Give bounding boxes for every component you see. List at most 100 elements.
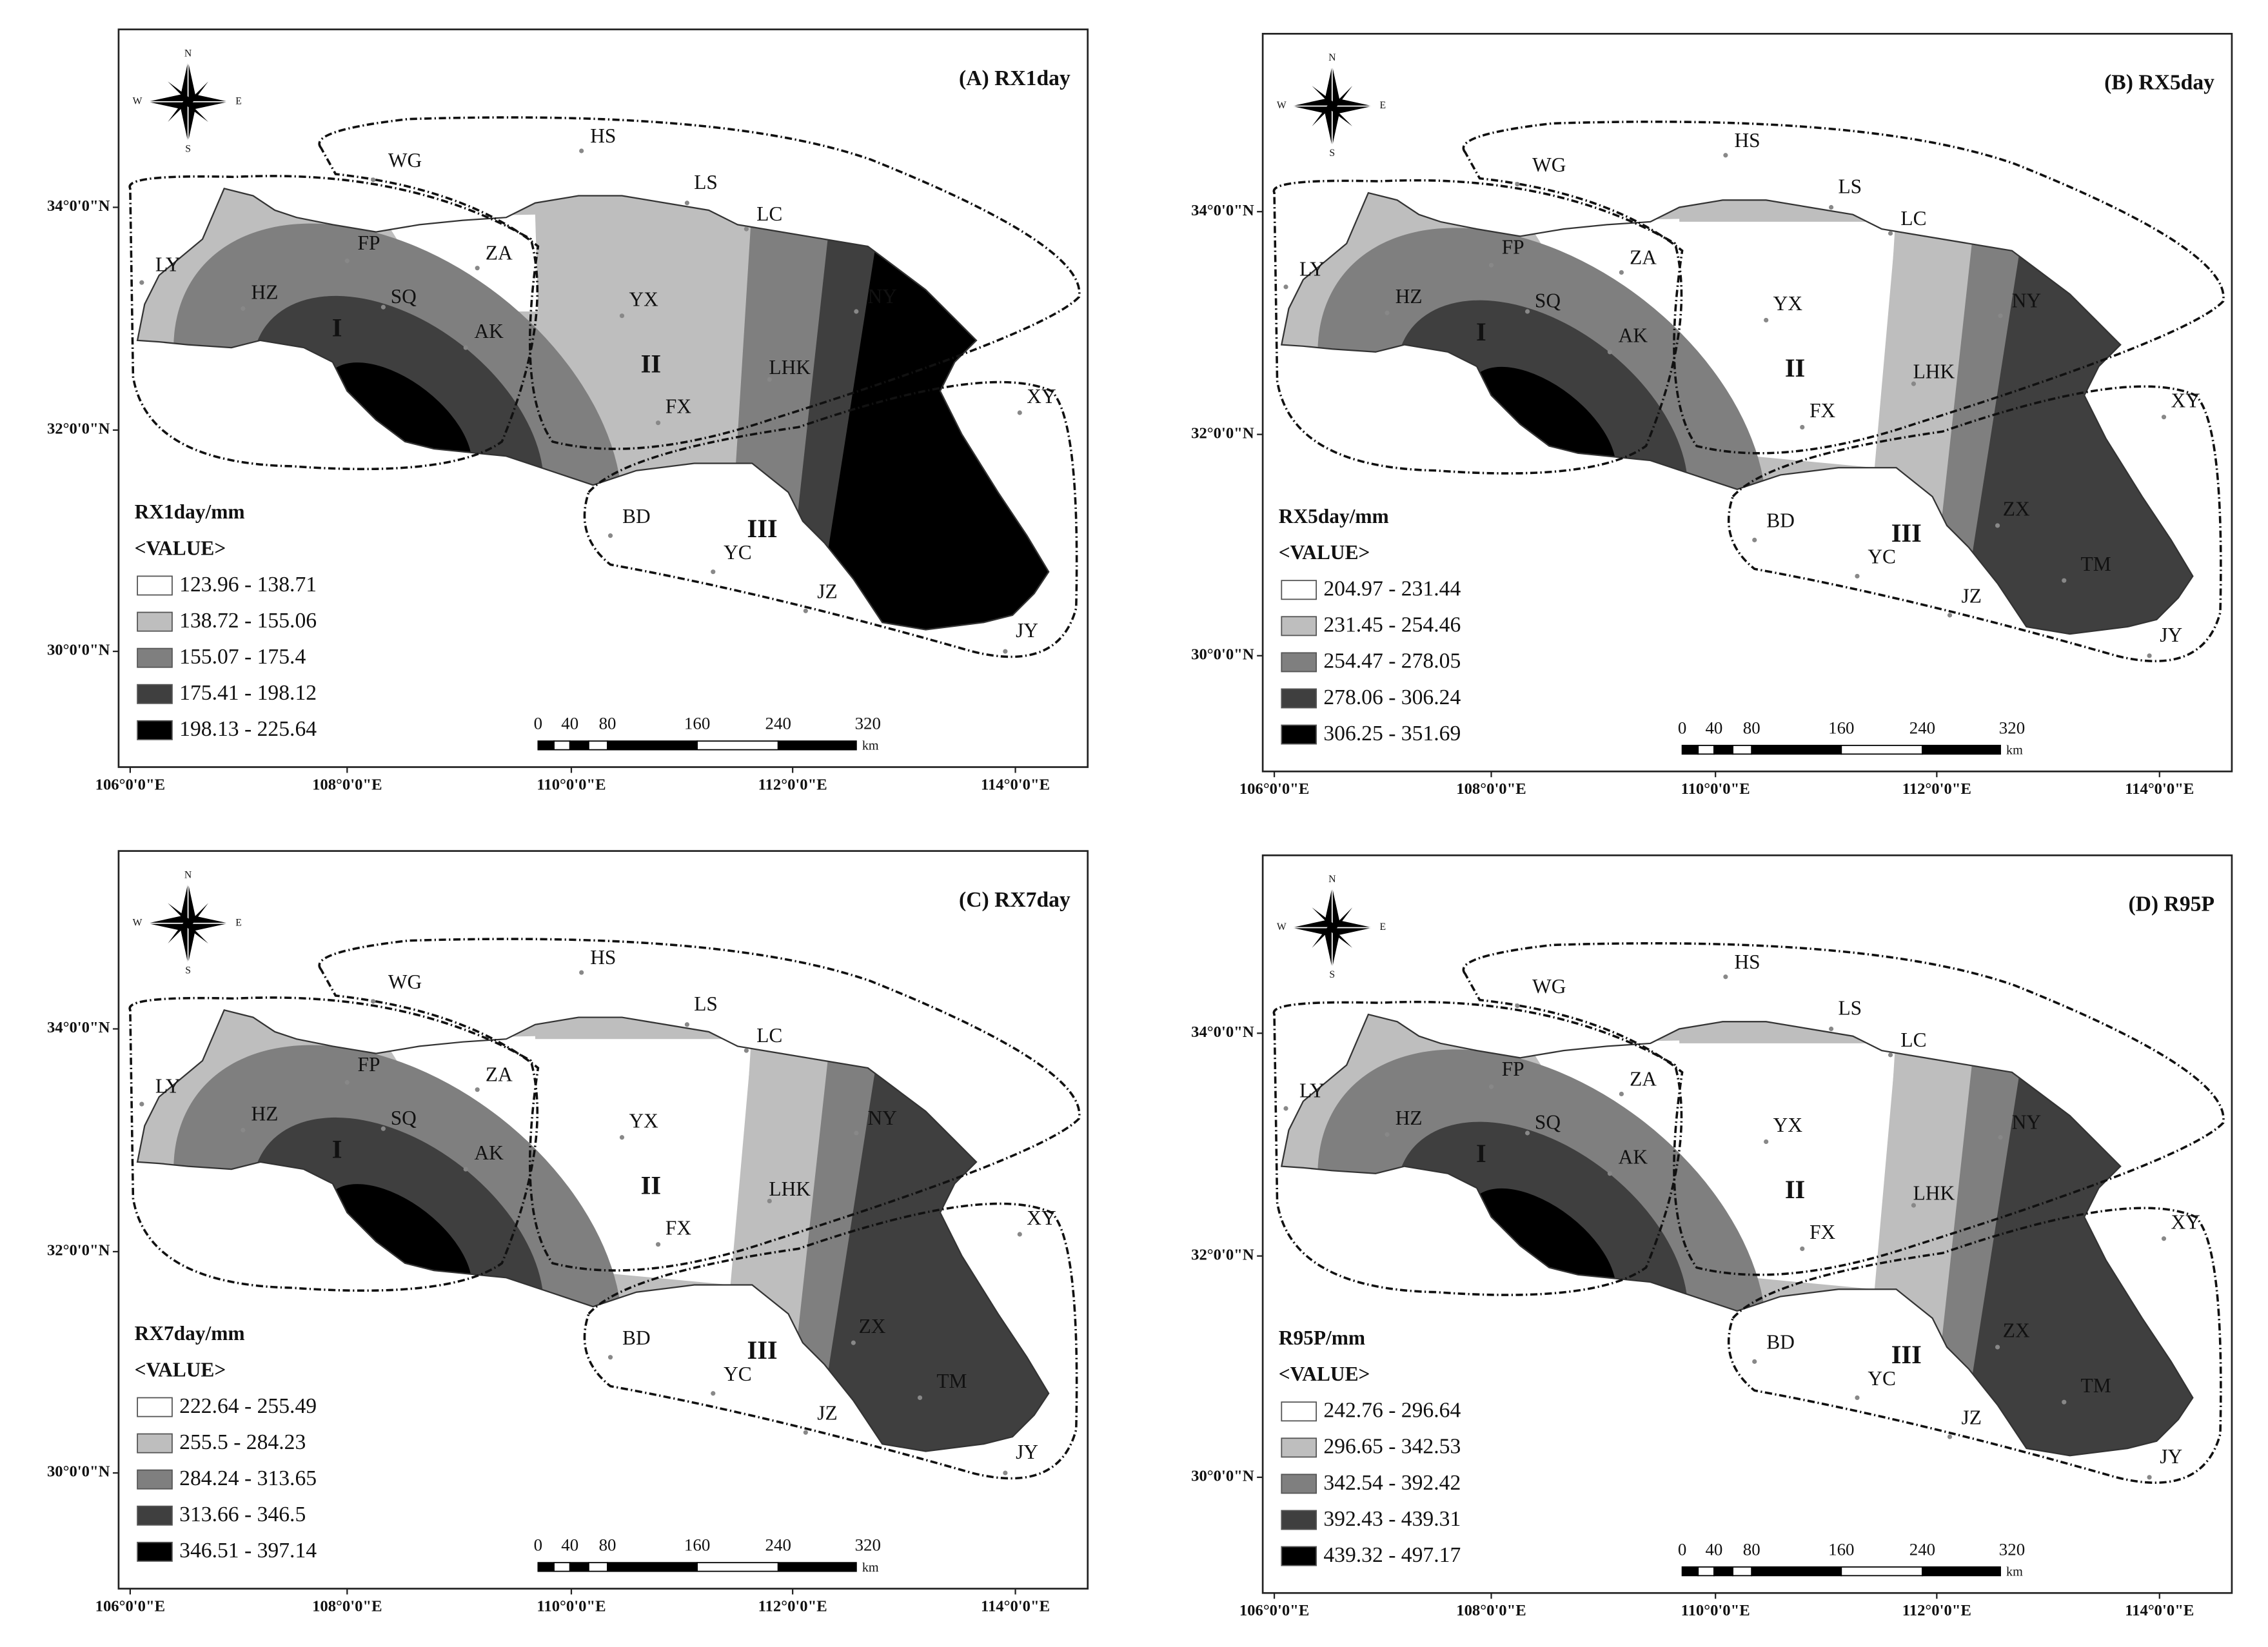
- station-label: YC: [724, 541, 752, 564]
- scale-bar: [587, 1562, 608, 1572]
- scale-bar: [1713, 744, 1733, 755]
- station-label: JZ: [817, 580, 837, 603]
- station-dot: [1017, 410, 1022, 415]
- station-label: LY: [155, 1075, 181, 1098]
- station-label: SQ: [1535, 1111, 1561, 1134]
- zone: [477, 217, 753, 464]
- station-dot: [380, 304, 386, 310]
- station-label: FX: [1809, 399, 1835, 422]
- scale-label: 0: [534, 1535, 542, 1555]
- station-label: ZX: [2003, 1319, 2030, 1342]
- station-dot: [371, 177, 376, 182]
- station-dot: [803, 608, 808, 613]
- station-dot: [344, 1080, 350, 1085]
- region-label: III: [747, 1336, 777, 1365]
- map-panel: WG HS LS LC LY FP ZA HZ SQ AK YX NY FX LHK XY BD YC JZ JY Z…: [1191, 32, 2233, 798]
- legend-subtitle: <VALUE>: [135, 1358, 226, 1381]
- panel-title: (B) RX5day: [2104, 71, 2214, 95]
- scale-bar: [1697, 744, 1715, 755]
- legend-label: 392.43 - 439.31: [1323, 1507, 1461, 1531]
- station-label: LHK: [769, 356, 811, 379]
- lat-label: 32°0'0"N: [47, 420, 110, 438]
- station-label: WG: [388, 971, 422, 993]
- region-outline: [583, 380, 1078, 658]
- station-label: LHK: [1913, 1182, 1955, 1205]
- station-label: HS: [590, 946, 616, 969]
- lon-label: 108°0'0"E: [1456, 780, 1526, 798]
- scale-unit: km: [862, 1561, 879, 1575]
- scale-bar: [777, 740, 857, 751]
- lon-label: 110°0'0"E: [537, 776, 606, 793]
- legend-swatch: [1281, 688, 1317, 709]
- legend-label: 296.65 - 342.53: [1323, 1435, 1461, 1459]
- compass-label: S: [185, 965, 191, 976]
- station-dot: [1283, 284, 1288, 290]
- station-dot: [241, 306, 246, 311]
- lon-label: 108°0'0"E: [312, 776, 382, 793]
- lat-label: 32°0'0"N: [1191, 1246, 1254, 1263]
- compass-rose: [1312, 86, 1353, 126]
- region-outline: [1727, 1207, 2222, 1484]
- station-dot: [2147, 653, 2152, 658]
- station-label: FP: [358, 232, 380, 254]
- region-label: I: [332, 313, 342, 342]
- station-label: YX: [1773, 1114, 1803, 1136]
- legend-label: 175.41 - 198.12: [179, 681, 317, 705]
- lon-label: 112°0'0"E: [1902, 780, 1971, 798]
- station-dot: [1998, 313, 2003, 319]
- legend-label: 284.24 - 313.65: [179, 1466, 317, 1490]
- legend-label: 278.06 - 306.24: [1323, 685, 1461, 709]
- station-dot: [1947, 613, 1953, 618]
- scale-label: 80: [599, 1535, 616, 1555]
- station-label: LY: [155, 253, 181, 276]
- station-dot: [854, 309, 859, 314]
- station-dot: [744, 1048, 749, 1053]
- station-dot: [1385, 1132, 1390, 1137]
- panel-title: (A) RX1day: [959, 66, 1070, 90]
- station-label: LHK: [1913, 360, 1955, 383]
- compass-label: S: [1329, 148, 1335, 159]
- station-dot: [1888, 231, 1893, 236]
- legend-swatch: [1281, 724, 1317, 745]
- station-dot: [1998, 1135, 2003, 1140]
- basin-outline: [136, 188, 1050, 631]
- station-label: LY: [1299, 1079, 1325, 1101]
- station-dot: [475, 1087, 480, 1092]
- lon-label: 114°0'0"E: [981, 776, 1050, 793]
- station-dot: [1911, 381, 1917, 386]
- scale-bar: [1922, 1566, 2001, 1577]
- region-label: II: [1785, 353, 1805, 382]
- compass-rose: [1290, 64, 1373, 147]
- scale-label: 320: [855, 1535, 881, 1555]
- station-dot: [851, 1340, 856, 1345]
- legend-swatch: [1281, 1546, 1317, 1566]
- lat-label: 34°0'0"N: [1191, 1023, 1254, 1041]
- station-dot: [1764, 317, 1769, 323]
- scale-bar: [1732, 744, 1753, 755]
- station-label: HZ: [251, 281, 279, 303]
- station-dot: [684, 1022, 690, 1027]
- compass-label: N: [1328, 52, 1336, 63]
- region-outline: [1462, 121, 2225, 455]
- scale-unit: km: [2006, 743, 2023, 757]
- lat-label: 30°0'0"N: [47, 1463, 110, 1481]
- lon-label: 106°0'0"E: [1239, 780, 1310, 798]
- compass-rose: [168, 81, 208, 123]
- legend-title: RX7day/mm: [135, 1322, 245, 1345]
- lat-label: 34°0'0"N: [47, 197, 110, 215]
- legend-label: 255.5 - 284.23: [179, 1430, 306, 1454]
- station-dot: [619, 313, 625, 319]
- scale-bar: [587, 740, 608, 751]
- compass-label: N: [1328, 874, 1336, 885]
- compass-label: E: [235, 917, 242, 928]
- panel-title: (C) RX7day: [959, 888, 1070, 912]
- region-label: I: [1476, 1139, 1486, 1168]
- region-outline: [128, 996, 539, 1292]
- legend-label: 155.07 - 175.4: [179, 645, 306, 669]
- scale-bar: [537, 1562, 555, 1572]
- scale-label: 240: [1909, 1539, 1935, 1559]
- lon-label: 106°0'0"E: [95, 776, 166, 793]
- station-dot: [1515, 182, 1520, 187]
- station-label: NY: [2012, 290, 2041, 312]
